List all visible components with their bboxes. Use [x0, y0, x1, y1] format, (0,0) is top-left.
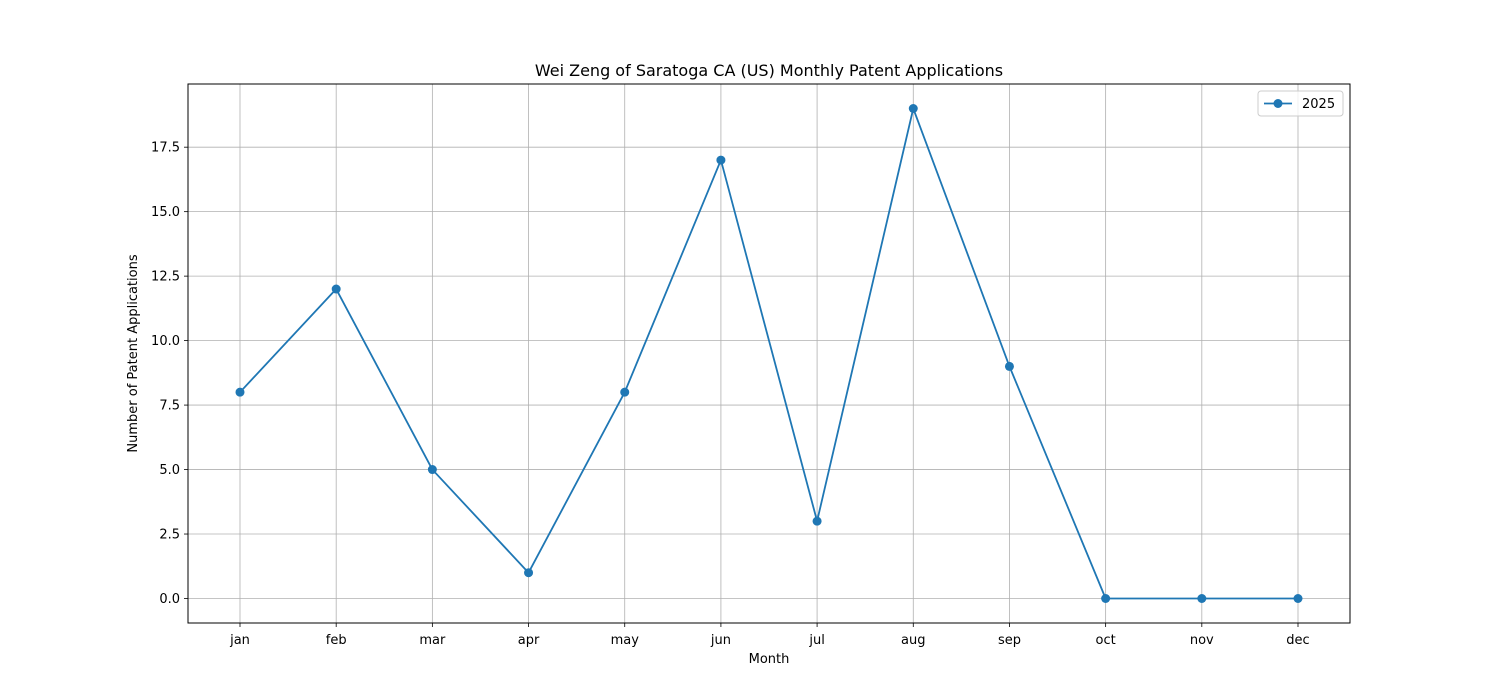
x-tick-label: jun [710, 633, 731, 648]
y-tick-label: 17.5 [151, 141, 180, 156]
data-point-apr [524, 568, 533, 577]
x-tick-label: jul [808, 633, 824, 648]
x-tick-label: apr [518, 633, 540, 648]
data-point-jan [236, 388, 245, 397]
y-tick-label: 10.0 [151, 334, 180, 349]
y-tick-label: 2.5 [159, 528, 180, 543]
data-point-nov [1197, 594, 1206, 603]
tick-layer: jan feb mar apr may jun jul aug sep oct nov dec 0.0 2… [151, 141, 1310, 648]
x-tick-label: sep [998, 633, 1021, 648]
y-axis-label: Number of Patent Applications [126, 254, 141, 452]
data-point-mar [428, 465, 437, 474]
x-axis-label: Month [749, 652, 790, 667]
data-point-aug [909, 104, 918, 113]
y-tick-label: 12.5 [151, 270, 180, 285]
x-tick-label: aug [901, 633, 925, 648]
series-layer [236, 104, 1303, 603]
data-point-sep [1005, 362, 1014, 371]
data-point-jul [813, 517, 822, 526]
y-tick-label: 15.0 [151, 205, 180, 220]
legend-entry-2025: 2025 [1302, 97, 1335, 112]
x-tick-label: jan [229, 633, 250, 648]
legend-dot-marker [1274, 99, 1283, 108]
legend: 2025 [1258, 91, 1343, 116]
x-tick-label: feb [326, 633, 347, 648]
plot-frame [188, 84, 1350, 623]
x-tick-label: mar [419, 633, 446, 648]
y-tick-label: 0.0 [159, 592, 180, 607]
x-tick-label: may [611, 633, 640, 648]
data-point-jun [716, 156, 725, 165]
x-tick-label: nov [1190, 633, 1214, 648]
data-point-may [620, 388, 629, 397]
chart-title: Wei Zeng of Saratoga CA (US) Monthly Pat… [535, 61, 1003, 80]
data-point-oct [1101, 594, 1110, 603]
series-line-2025 [240, 109, 1298, 599]
y-tick-label: 7.5 [159, 399, 180, 414]
x-tick-label: dec [1286, 633, 1309, 648]
y-tick-label: 5.0 [159, 463, 180, 478]
grid-layer [188, 84, 1350, 623]
data-point-feb [332, 285, 341, 294]
x-tick-label: oct [1096, 633, 1116, 648]
data-point-dec [1294, 594, 1303, 603]
